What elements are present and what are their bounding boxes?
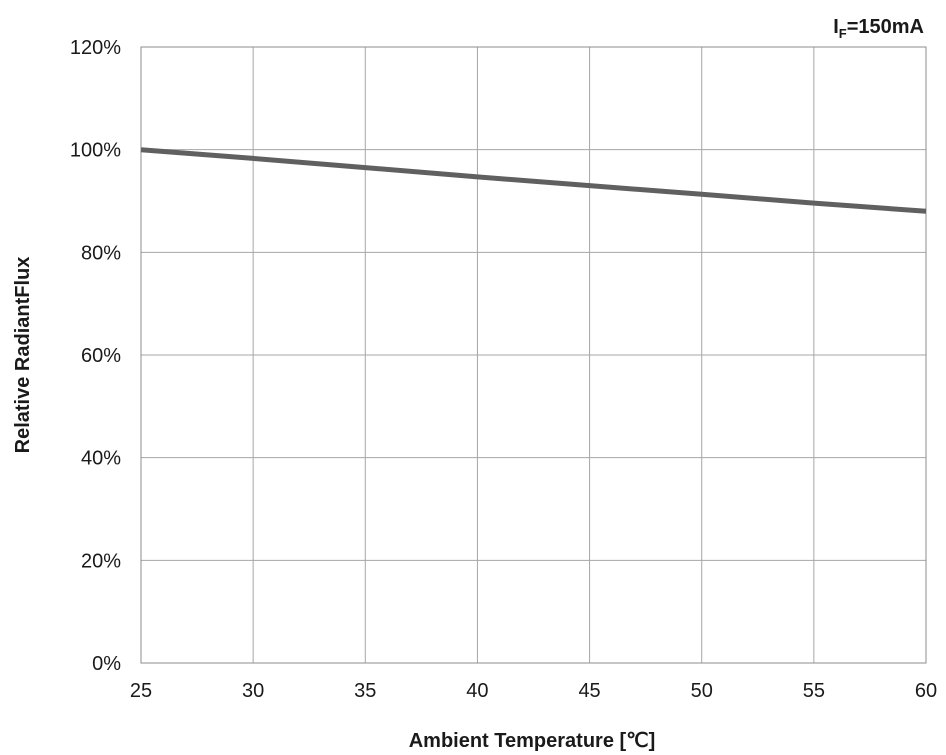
series-layer bbox=[140, 147, 927, 214]
x-tick-label: 30 bbox=[242, 680, 264, 702]
x-tick-label: 50 bbox=[691, 680, 713, 702]
y-tick-label: 60% bbox=[81, 345, 121, 367]
series-line bbox=[140, 147, 927, 214]
plot-frame bbox=[140, 46, 927, 664]
grid bbox=[140, 46, 927, 664]
y-tick-label: 0% bbox=[92, 653, 121, 675]
current-annotation: IF=150mA bbox=[833, 16, 924, 41]
x-tick-label: 35 bbox=[354, 680, 376, 702]
y-axis-label: Relative RadiantFlux bbox=[12, 257, 34, 454]
y-tick-label: 20% bbox=[81, 550, 121, 572]
x-tick-label: 40 bbox=[466, 680, 488, 702]
y-tick-label: 120% bbox=[70, 37, 121, 59]
x-tick-label: 55 bbox=[803, 680, 825, 702]
x-tick-label: 45 bbox=[578, 680, 600, 702]
annotation-main: I bbox=[833, 16, 839, 38]
x-tick-label: 60 bbox=[915, 680, 937, 702]
y-tick-label: 40% bbox=[81, 448, 121, 470]
y-tick-labels: 0% 20% 40% 60% 80% 100% 120% bbox=[70, 37, 121, 675]
annotation-subscript: F bbox=[839, 26, 847, 41]
y-tick-label: 80% bbox=[81, 242, 121, 264]
x-tick-labels: 25 30 35 40 45 50 55 60 bbox=[130, 680, 937, 702]
x-axis-label: Ambient Temperature [℃] bbox=[409, 730, 656, 752]
y-tick-label: 100% bbox=[70, 140, 121, 162]
annotation-rest: =150mA bbox=[847, 16, 924, 38]
x-tick-label: 25 bbox=[130, 680, 152, 702]
